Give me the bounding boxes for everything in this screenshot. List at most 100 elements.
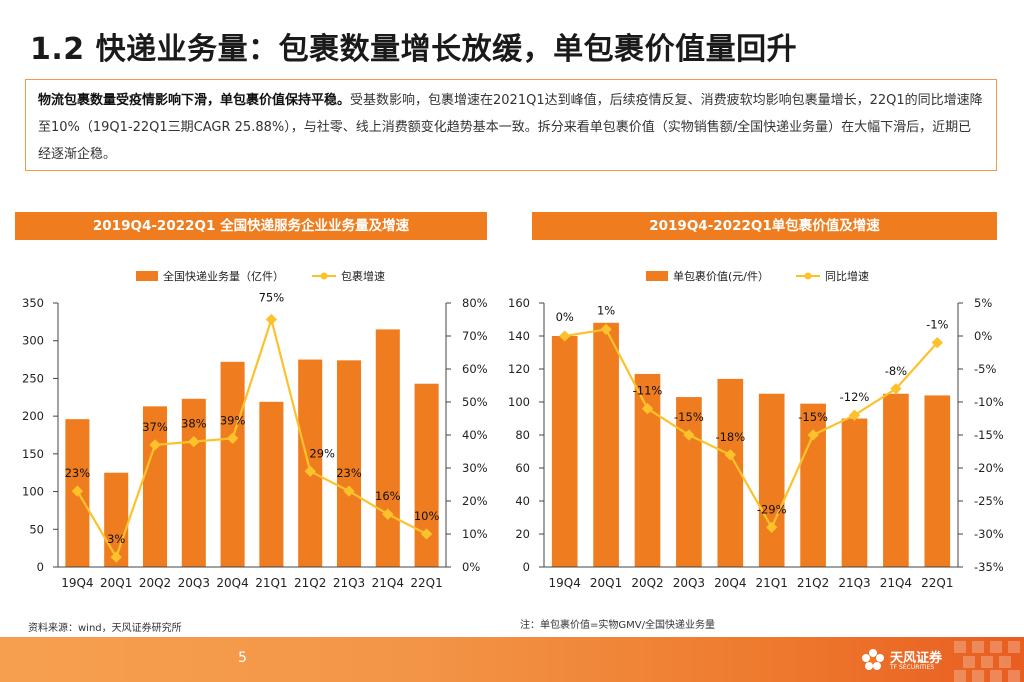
x-tick-label: 20Q1	[100, 576, 132, 590]
y-tick-label: 80	[515, 428, 530, 442]
bar	[924, 395, 951, 567]
data-label: -8%	[885, 364, 907, 378]
line-point	[724, 449, 736, 461]
y-tick-label: 160	[508, 296, 530, 310]
footer-bar: 5 天风证券 TF SECURITIES	[0, 637, 1024, 682]
y-tick-label: 20	[515, 527, 530, 541]
x-tick-label: 20Q1	[590, 576, 622, 590]
legend-line-label: 同比增速	[825, 269, 869, 283]
bar	[336, 360, 362, 567]
data-label: 10%	[414, 509, 440, 523]
line-point	[149, 439, 161, 451]
y2-tick-label: -35%	[974, 560, 1004, 574]
legend-line-marker	[320, 272, 328, 280]
y-tick-label: 150	[22, 447, 44, 461]
chart-volume: 全国快递业务量（亿件） 包裹增速 0 50 100 150 200 250 300 350 0% 10…	[22, 269, 488, 590]
x-tick-label: 21Q3	[838, 576, 870, 590]
data-label: 0%	[556, 310, 574, 324]
legend-bar-swatch	[136, 271, 158, 281]
y2-tick-label: 20%	[462, 494, 488, 508]
y2-tick-label: -5%	[974, 362, 996, 376]
series-line	[76, 315, 428, 560]
x-tick-label: 20Q4	[714, 576, 746, 590]
bar	[634, 373, 661, 567]
y-tick-label: 40	[515, 494, 530, 508]
data-label: 23%	[65, 466, 91, 480]
y2-tick-label: -20%	[974, 461, 1004, 475]
data-label: 37%	[142, 420, 168, 434]
line-point	[807, 429, 819, 441]
summary-bold: 物流包裹数量受疫情影响下滑，单包裹价值保持平稳。	[38, 93, 351, 108]
line-point	[890, 383, 902, 395]
x-tick-label: 21Q2	[797, 576, 829, 590]
y-tick-label: 100	[22, 485, 44, 499]
x-tick-label: 22Q1	[921, 576, 953, 590]
flower-logo-icon	[862, 649, 884, 670]
page-title: 1.2 快递业务量：包裹数量增长放缓，单包裹价值量回升	[30, 32, 798, 67]
data-label: -1%	[926, 318, 948, 332]
y2-tick-label: -10%	[974, 395, 1004, 409]
summary-box: 物流包裹数量受疫情影响下滑，单包裹价值保持平稳。受基数影响，包裹增速在2021Q…	[25, 79, 997, 171]
data-label: 39%	[220, 413, 246, 427]
bar	[181, 398, 206, 567]
bar	[259, 401, 284, 567]
line-point	[188, 435, 200, 448]
series-line	[564, 328, 939, 530]
data-label: -15%	[674, 410, 704, 424]
y-tick-label: 200	[22, 409, 44, 423]
y-tick-label: 250	[22, 371, 44, 385]
logo-text: 天风证券	[890, 651, 943, 666]
data-label: 23%	[336, 466, 362, 480]
legend-bar-label: 单包裹价值(元/件）	[673, 269, 769, 283]
y2-tick-label: 60%	[462, 362, 488, 376]
x-tick-label: 21Q4	[880, 576, 912, 590]
y2-tick-label: 30%	[462, 461, 488, 475]
y-tick-label: 60	[515, 461, 530, 475]
bar	[800, 403, 826, 567]
chart-header-value: 2019Q4-2022Q1单包裹价值及增速	[532, 212, 997, 240]
x-tick-label: 21Q4	[372, 576, 404, 590]
x-tick-label: 22Q1	[410, 576, 442, 590]
y2-tick-label: 0%	[462, 560, 480, 574]
data-label: 29%	[309, 446, 335, 460]
chart-header-volume: 2019Q4-2022Q1 全国快递服务企业业务量及增速	[15, 212, 487, 240]
bar	[758, 393, 785, 567]
legend-line-label: 包裹增速	[341, 269, 385, 283]
y2-tick-label: -15%	[974, 428, 1004, 442]
y-tick-label: 50	[29, 522, 44, 536]
line-point	[683, 429, 695, 441]
data-label: -11%	[633, 384, 663, 398]
y-tick-label: 0	[523, 560, 530, 574]
source-note: 资料来源：wind，天风证券研究所	[28, 623, 182, 634]
line-point	[304, 465, 316, 477]
y-tick-label: 100	[508, 395, 530, 409]
x-tick-label: 20Q2	[139, 576, 171, 590]
x-tick-label: 19Q4	[61, 576, 93, 590]
data-label: 1%	[597, 303, 615, 317]
data-label: -18%	[715, 430, 745, 444]
legend-line-marker	[804, 272, 812, 280]
bar	[841, 418, 868, 567]
data-label: 75%	[259, 291, 285, 305]
line-point	[226, 432, 239, 444]
x-tick-label: 20Q2	[631, 576, 663, 590]
legend-bar-label: 全国快递业务量（亿件）	[163, 269, 284, 283]
x-tick-label: 21Q2	[294, 576, 326, 590]
data-label: -12%	[840, 390, 870, 404]
bar	[676, 397, 702, 567]
data-label: -29%	[757, 502, 787, 516]
line-point	[265, 313, 278, 326]
line-point	[848, 409, 861, 421]
line-point	[110, 551, 122, 563]
y-tick-label: 140	[508, 329, 530, 343]
summary-text: 受基数影响，包裹增速在2021Q1达到峰值，后续疫情反复、消费疲软均影响包裹量增…	[38, 93, 983, 162]
x-tick-label: 20Q4	[216, 576, 248, 590]
page-number: 5	[238, 650, 247, 666]
legend-bar-swatch	[646, 271, 668, 281]
y2-tick-label: 80%	[462, 296, 488, 310]
x-tick-label: 20Q3	[673, 576, 705, 590]
line-point	[420, 528, 433, 540]
y2-tick-label: 40%	[462, 428, 488, 442]
line-point	[382, 508, 394, 520]
bar	[298, 359, 323, 567]
